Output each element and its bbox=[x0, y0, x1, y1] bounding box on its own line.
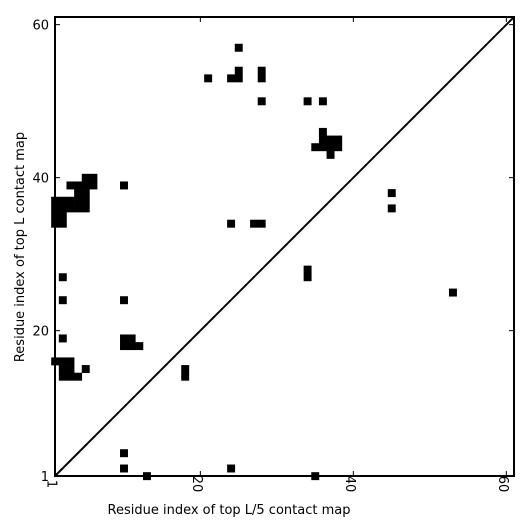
contact-cell bbox=[89, 173, 98, 182]
contact-cell bbox=[326, 143, 335, 152]
contact-cell bbox=[318, 143, 327, 152]
contact-cell bbox=[326, 135, 335, 144]
contact-cell bbox=[387, 204, 396, 213]
contact-cell bbox=[58, 273, 67, 282]
contact-cell bbox=[81, 196, 90, 205]
contact-cell bbox=[81, 181, 90, 190]
contact-cell bbox=[74, 189, 83, 198]
contact-cell bbox=[74, 181, 83, 190]
contact-cell bbox=[74, 196, 83, 205]
contact-cell bbox=[303, 97, 312, 106]
contact-cell bbox=[120, 296, 128, 305]
contact-cell bbox=[127, 342, 136, 351]
contact-cells bbox=[51, 43, 457, 481]
contact-cell bbox=[181, 372, 190, 381]
diagonal-line bbox=[54, 16, 515, 477]
contact-cell bbox=[89, 181, 98, 190]
contact-cell bbox=[234, 43, 243, 52]
contact-cell bbox=[58, 365, 67, 374]
contact-cell bbox=[120, 342, 128, 351]
contact-cell bbox=[318, 97, 327, 106]
contact-cell bbox=[334, 135, 343, 144]
contact-cell bbox=[66, 181, 75, 190]
contact-cell bbox=[66, 196, 75, 205]
y-tick-label: 40 bbox=[32, 172, 49, 187]
contact-cell bbox=[66, 204, 75, 213]
contact-cell bbox=[257, 66, 266, 75]
contact-cell bbox=[326, 150, 335, 159]
contact-cell bbox=[58, 204, 67, 213]
y-tick-label: 20 bbox=[32, 325, 49, 340]
contact-cell bbox=[227, 464, 236, 473]
axis-ticks: 1 20 40 60 1 20 40 60 bbox=[32, 17, 514, 492]
contact-cell bbox=[120, 449, 128, 458]
contact-cell bbox=[318, 127, 327, 136]
y-tick-label: 60 bbox=[32, 19, 49, 34]
contact-cell bbox=[58, 196, 67, 205]
contact-cell bbox=[234, 74, 243, 83]
contact-cell bbox=[257, 97, 266, 106]
plot-frame bbox=[54, 16, 515, 477]
contact-cell bbox=[303, 265, 312, 274]
contact-cell bbox=[58, 296, 67, 305]
contact-cell bbox=[74, 372, 83, 381]
x-tick-label: 40 bbox=[342, 476, 357, 493]
contact-cell bbox=[257, 219, 266, 228]
contact-cell bbox=[387, 189, 396, 198]
contact-cell bbox=[120, 181, 128, 190]
contact-cell bbox=[74, 204, 83, 213]
contact-cell bbox=[311, 143, 320, 152]
contact-cell bbox=[303, 273, 312, 282]
contact-cell bbox=[58, 357, 67, 366]
contact-cell bbox=[234, 66, 243, 75]
contact-cell bbox=[81, 204, 90, 213]
contact-cell bbox=[58, 212, 67, 221]
contact-cell bbox=[58, 372, 67, 381]
contact-cell bbox=[120, 464, 128, 473]
contact-cell bbox=[448, 288, 457, 297]
contact-cell bbox=[334, 143, 343, 152]
contact-cell bbox=[81, 189, 90, 198]
contact-cell bbox=[127, 334, 136, 343]
contact-cell bbox=[66, 357, 75, 366]
y-tick-label: 1 bbox=[41, 470, 49, 485]
contact-cell bbox=[227, 74, 236, 83]
x-tick-label: 60 bbox=[495, 476, 510, 493]
contact-cell bbox=[318, 135, 327, 144]
y-axis-label: Residue index of top L contact map bbox=[13, 132, 28, 362]
contact-cell bbox=[66, 372, 75, 381]
x-tick-label: 1 bbox=[44, 480, 59, 488]
contact-cell bbox=[227, 219, 236, 228]
contact-cell bbox=[66, 365, 75, 374]
contact-cell bbox=[250, 219, 259, 228]
contact-cell bbox=[257, 74, 266, 83]
contact-cell bbox=[181, 365, 190, 374]
contact-cell bbox=[81, 173, 90, 182]
contact-cell bbox=[81, 365, 90, 374]
contact-cell bbox=[58, 219, 67, 228]
x-tick-label: 20 bbox=[189, 476, 204, 493]
contact-cell bbox=[120, 334, 128, 343]
contact-cell bbox=[135, 342, 144, 351]
x-axis-label: Residue index of top L/5 contact map bbox=[108, 503, 351, 518]
contact-cell bbox=[58, 334, 67, 343]
contact-cell bbox=[204, 74, 213, 83]
